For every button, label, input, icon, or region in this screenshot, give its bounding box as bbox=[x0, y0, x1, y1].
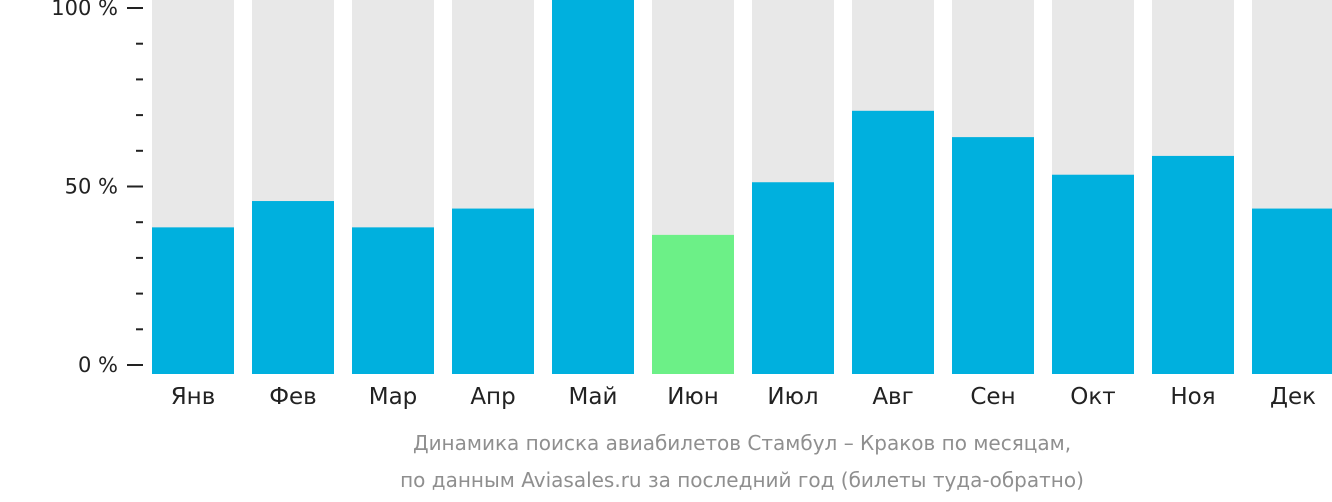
x-tick-label: Ноя bbox=[1170, 384, 1215, 410]
bar bbox=[852, 110, 934, 375]
x-tick-label: Авг bbox=[872, 384, 913, 410]
bar bbox=[1252, 208, 1332, 374]
y-tick-label: 0 % bbox=[78, 353, 118, 377]
bar bbox=[952, 137, 1034, 374]
x-tick-label: Мар bbox=[369, 384, 418, 410]
x-tick-label: Окт bbox=[1070, 384, 1115, 410]
x-tick-label: Дек bbox=[1270, 384, 1316, 410]
x-tick-label: Апр bbox=[470, 384, 515, 410]
x-tick-label: Янв bbox=[171, 384, 216, 410]
bar-highlight bbox=[652, 234, 734, 374]
bar bbox=[452, 208, 534, 374]
x-tick-label: Май bbox=[569, 384, 618, 410]
x-axis-labels: Янв Фев Мар Апр Май Июн Июл Авг Сен Окт Ноя Дек bbox=[171, 384, 1316, 410]
x-tick-label: Фев bbox=[269, 384, 317, 410]
bar bbox=[252, 201, 334, 374]
x-tick-label: Сен bbox=[970, 384, 1015, 410]
chart-caption-line-2: по данным Aviasales.ru за последний год … bbox=[400, 468, 1084, 492]
bar-chart: 0 % 50 % 100 % Янв Фев Мар Апр Май Июн Июл Авг Сен… bbox=[51, 0, 1332, 410]
bar bbox=[752, 182, 834, 374]
bar bbox=[1152, 155, 1234, 374]
y-tick-label: 100 % bbox=[51, 0, 118, 20]
bar bbox=[552, 0, 634, 374]
x-tick-label: Июл bbox=[767, 384, 818, 410]
bar bbox=[1052, 174, 1134, 374]
chart-caption-line-1: Динамика поиска авиабилетов Стамбул – Кр… bbox=[412, 431, 1072, 455]
y-axis: 0 % 50 % 100 % bbox=[51, 0, 143, 377]
bars bbox=[152, 0, 1332, 375]
y-tick-label: 50 % bbox=[65, 175, 118, 199]
bar bbox=[152, 227, 234, 374]
x-tick-label: Июн bbox=[667, 384, 719, 410]
bar bbox=[352, 227, 434, 374]
